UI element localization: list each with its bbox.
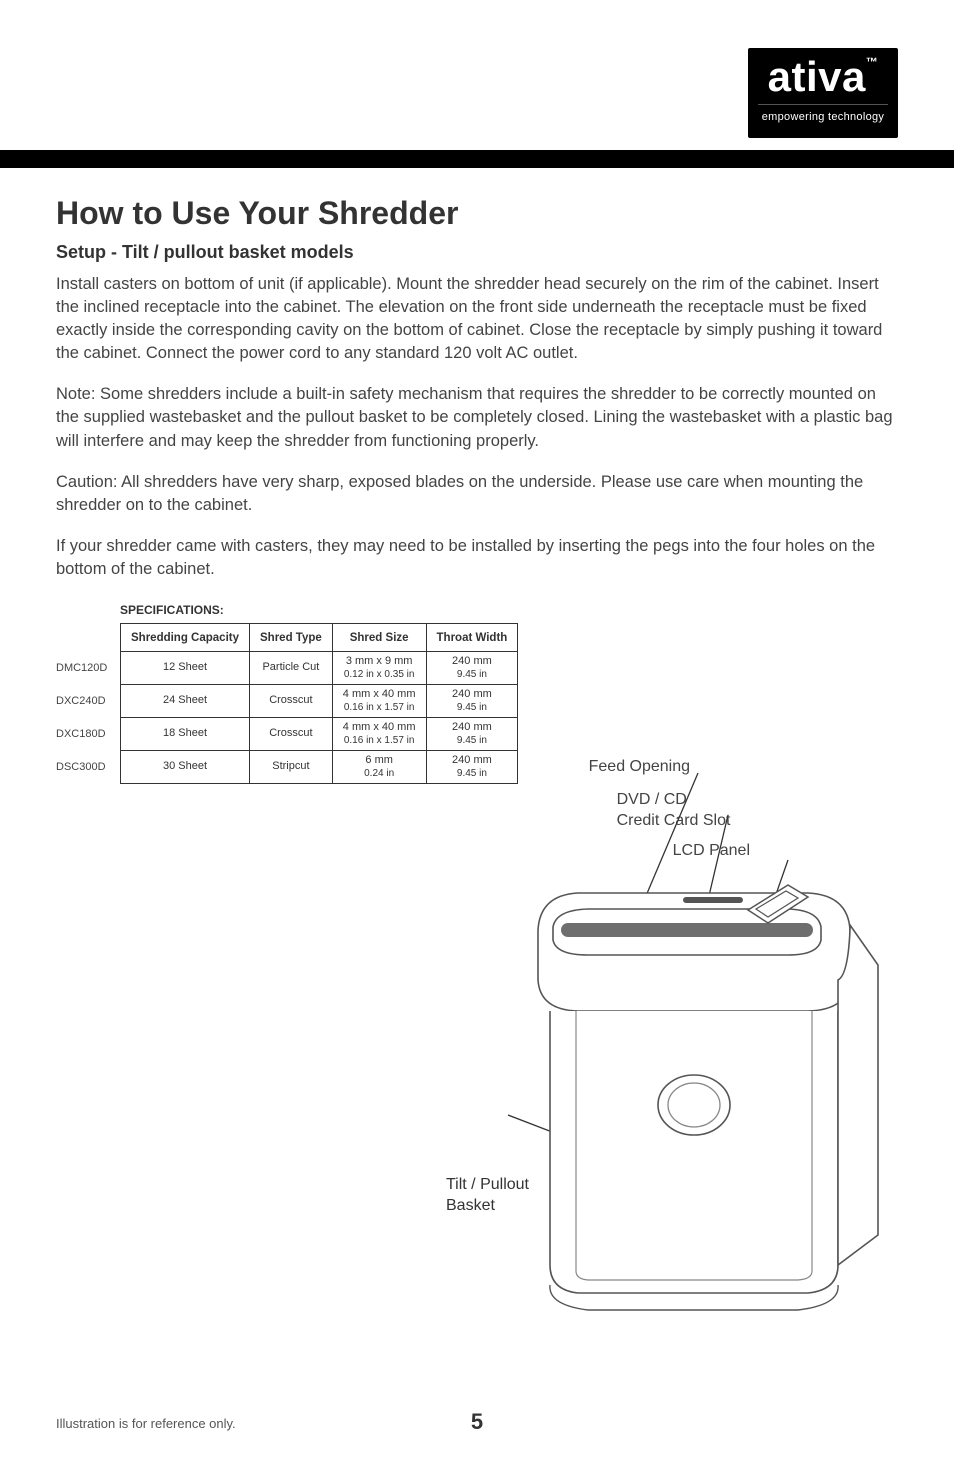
cell-capacity: 12 Sheet <box>121 652 250 685</box>
model-label: DXC180D <box>56 717 120 750</box>
section-subtitle: Setup - Tilt / pullout basket models <box>56 242 898 263</box>
page-number: 5 <box>471 1409 483 1435</box>
cell-shred-size: 4 mm x 40 mm0.16 in x 1.57 in <box>332 685 426 718</box>
tilt-line1: Tilt / Pullout <box>446 1176 529 1193</box>
paragraph-casters: If your shredder came with casters, they… <box>56 535 898 581</box>
shredder-illustration <box>478 765 898 1325</box>
model-label: DMC120D <box>56 651 120 684</box>
model-label: DXC240D <box>56 684 120 717</box>
brand-tagline: empowering technology <box>758 104 888 123</box>
specifications-table: Shredding Capacity Shred Type Shred Size… <box>120 623 518 784</box>
cell-throat-width: 240 mm9.45 in <box>426 718 518 751</box>
cell-shred-type: Stripcut <box>250 751 333 784</box>
col-header: Throat Width <box>426 624 518 652</box>
paragraph-caution: Caution: All shredders have very sharp, … <box>56 471 898 517</box>
cell-throat-width: 240 mm9.45 in <box>426 685 518 718</box>
cell-shred-type: Particle Cut <box>250 652 333 685</box>
model-label: DSC300D <box>56 750 120 783</box>
cell-capacity: 24 Sheet <box>121 685 250 718</box>
table-row: 24 SheetCrosscut4 mm x 40 mm0.16 in x 1.… <box>121 685 518 718</box>
callout-tilt-basket: Tilt / Pullout Basket <box>446 1175 529 1217</box>
page-title: How to Use Your Shredder <box>56 195 898 232</box>
cell-capacity: 18 Sheet <box>121 718 250 751</box>
paragraph-note: Note: Some shredders include a built-in … <box>56 383 898 452</box>
header-bar <box>0 150 954 168</box>
col-header: Shredding Capacity <box>121 624 250 652</box>
cell-capacity: 30 Sheet <box>121 751 250 784</box>
table-row: 18 SheetCrosscut4 mm x 40 mm0.16 in x 1.… <box>121 718 518 751</box>
specifications-heading: SPECIFICATIONS: <box>120 603 898 617</box>
table-row: 30 SheetStripcut6 mm0.24 in240 mm9.45 in <box>121 751 518 784</box>
cell-throat-width: 240 mm9.45 in <box>426 652 518 685</box>
table-row: 12 SheetParticle Cut3 mm x 9 mm0.12 in x… <box>121 652 518 685</box>
tilt-line2: Basket <box>446 1197 495 1214</box>
col-header: Shred Size <box>332 624 426 652</box>
brand-text: ativa <box>768 53 866 100</box>
footer-note: Illustration is for reference only. <box>56 1416 236 1431</box>
cell-shred-size: 6 mm0.24 in <box>332 751 426 784</box>
col-header: Shred Type <box>250 624 333 652</box>
paragraph-setup: Install casters on bottom of unit (if ap… <box>56 273 898 365</box>
tm-mark: ™ <box>866 55 879 69</box>
cell-shred-size: 4 mm x 40 mm0.16 in x 1.57 in <box>332 718 426 751</box>
cell-shred-type: Crosscut <box>250 685 333 718</box>
cell-shred-size: 3 mm x 9 mm0.12 in x 0.35 in <box>332 652 426 685</box>
cell-shred-type: Crosscut <box>250 718 333 751</box>
brand-logo: ativa™ empowering technology <box>748 48 898 138</box>
